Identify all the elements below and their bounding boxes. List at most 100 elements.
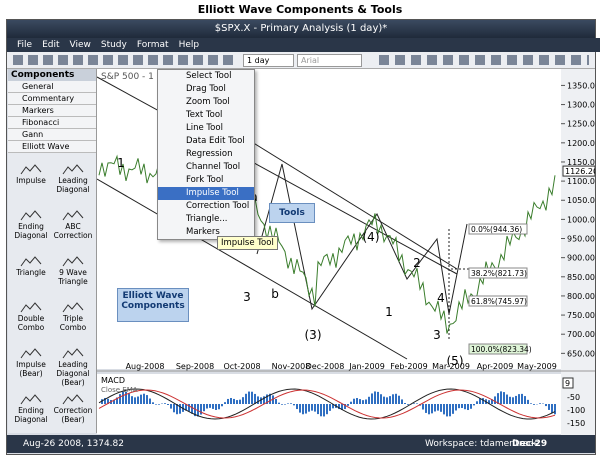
macd-bar [527,400,529,404]
macd-bar [470,404,472,409]
tool-icon [62,347,84,359]
macd-bar [320,404,322,416]
macd-bar [230,398,232,404]
dropdown-item[interactable]: Data Edit Tool [158,135,254,148]
macd-bar [173,404,175,412]
menu-item[interactable]: Study [101,38,127,52]
callout-components: Elliott Wave Components [117,288,189,322]
tool-item[interactable]: Leading Diagonal (Bear) [52,345,94,388]
icon-line [63,349,83,358]
macd-bar [164,403,166,404]
category[interactable]: Commentary [8,93,96,105]
tool-label: Ending Diagonal [14,406,47,424]
macd-bar [449,404,451,416]
tool-item[interactable]: Ending Diagonal [10,391,52,434]
y-tick-label: 800.00 [567,292,595,301]
macd-bar [350,402,352,404]
macd-bar [509,397,511,404]
icon-line [21,395,41,404]
tool-item[interactable]: Double Combo [10,299,52,342]
category[interactable]: Elliott Wave [8,141,96,153]
dropdown-item[interactable]: Fork Tool [158,174,254,187]
y-tick-label: 1000.00 [567,215,595,224]
macd-bar [389,396,391,404]
macd-legend: Close EMA [101,386,138,394]
tool-item[interactable]: Leading Diagonal [52,161,94,204]
dropdown-item[interactable]: Select Tool [158,70,254,83]
interval-select[interactable]: 1 day [243,54,294,67]
x-tick-label: Nov-2008 [272,362,311,371]
macd-bar [401,399,403,404]
macd-bar [305,404,307,414]
macd-bar [506,395,508,404]
dropdown-item[interactable]: Channel Tool [158,161,254,174]
dropdown-item[interactable]: Triangle... [158,213,254,226]
tool-item[interactable]: Impulse (Bear) [10,345,52,388]
menu-item[interactable]: File [17,38,32,52]
icon-line [21,211,41,220]
macd-bar [296,404,298,409]
dropdown-item[interactable]: Text Tool [158,109,254,122]
macd-bar [392,394,394,404]
tool-item[interactable]: ABC Correction [52,207,94,250]
callout-tools: Tools [269,203,315,223]
menu-item[interactable]: View [70,38,91,52]
category[interactable]: Fibonacci [8,117,96,129]
macd-bar [281,404,283,405]
macd-bar [365,399,367,404]
tool-item[interactable]: 9 Wave Triangle [52,253,94,296]
y-tick-label: 700.00 [567,330,595,339]
macd-bar [317,404,319,414]
tool-item[interactable]: Triangle [10,253,52,296]
macd-bar [515,396,517,404]
x-tick-label: Jan-2009 [348,362,385,371]
x-tick-label: Aug-2008 [126,362,165,371]
macd-bar [302,404,304,414]
dropdown-item[interactable]: Zoom Tool [158,96,254,109]
macd-tick-label: -50 [567,393,580,402]
menu-item[interactable]: Help [179,38,200,52]
tool-icon [62,163,84,175]
tool-item[interactable]: Correction (Bear) [52,391,94,434]
tool-label: Leading Diagonal [56,176,89,194]
macd-bar [455,404,457,410]
menu-item[interactable]: Edit [42,38,59,52]
dropdown-item[interactable]: Impulse Tool [158,187,254,200]
dropdown-item[interactable]: Drag Tool [158,83,254,96]
macd-bar [170,404,172,409]
icon-line [21,165,41,174]
macd-bar [131,396,133,404]
macd-bar [278,403,280,404]
macd-bar [356,398,358,404]
dropdown-item[interactable]: Line Tool [158,122,254,135]
macd-bar [368,397,370,404]
dropdown-item[interactable]: Regression [158,148,254,161]
category[interactable]: General [8,81,96,93]
macd-bar [167,404,169,405]
macd-bar [548,404,550,410]
category[interactable]: Markers [8,105,96,117]
wave-label: 2 [413,256,421,270]
screenshot: Elliott Wave Components & Tools $SPX.X -… [0,0,600,457]
tool-label: Impulse [16,176,46,185]
menu-item[interactable]: Format [137,38,169,52]
wave-label: (3) [305,328,322,342]
tool-item[interactable]: Ending Diagonal [10,207,52,250]
category[interactable]: Gann [8,129,96,141]
dropdown-item[interactable]: Correction Tool [158,200,254,213]
macd-bar [524,396,526,404]
fib-label: 61.8%(745.97) [471,297,527,306]
window-title: $SPX.X - Primary Analysis (1 day)* [7,20,595,38]
macd-bar [137,397,139,404]
tool-item[interactable]: Impulse [10,161,52,204]
tool-label: ABC Correction [54,222,93,240]
macd-bar [461,404,463,408]
macd-bar [179,404,181,414]
macd-bar [329,404,331,411]
wave-label: b [271,287,279,301]
font-select[interactable]: Arial [297,54,362,67]
tool-item[interactable]: Triple Combo [52,299,94,342]
macd-bar [152,402,154,404]
macd-bar [308,404,310,412]
